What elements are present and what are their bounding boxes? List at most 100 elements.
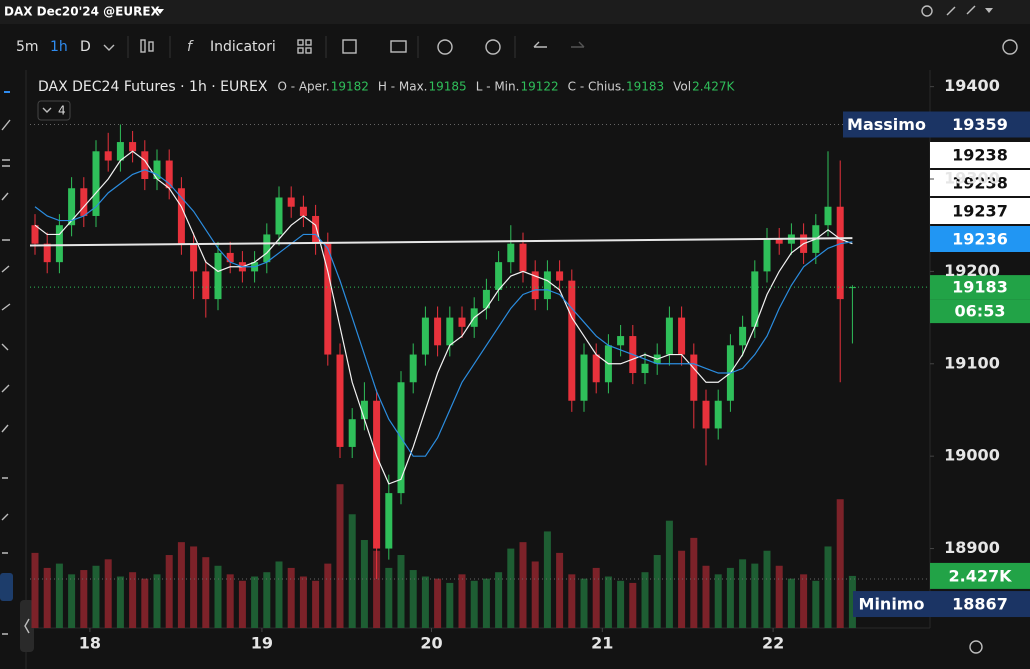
volume-bar	[299, 576, 307, 628]
interval-menu[interactable]	[103, 44, 115, 51]
volume-bar	[141, 578, 149, 628]
ma-value-box	[930, 170, 1030, 196]
min-value-box	[930, 591, 1030, 618]
candle-body	[336, 354, 344, 447]
volume-bar	[385, 567, 393, 628]
volume-bar	[763, 550, 771, 628]
bar-countdown: 06:53	[955, 302, 1006, 321]
volume-bar	[836, 499, 844, 628]
candle-body	[458, 317, 466, 327]
candle-body	[141, 151, 149, 180]
candle-body	[482, 289, 490, 309]
top-bar	[0, 0, 1030, 24]
interval-d[interactable]: D	[80, 39, 91, 55]
symbol-name[interactable]: DAX Dec20'24 @EUREX	[4, 5, 161, 19]
candle-body	[568, 280, 576, 401]
y-tick-label: 18900	[944, 538, 1000, 557]
ma-value: 19236	[952, 230, 1008, 249]
legend-label: Vol	[673, 80, 691, 94]
volume-bar	[165, 555, 173, 628]
legend-label: H - Max.	[378, 80, 428, 94]
volume-bar	[556, 552, 564, 628]
candle-body	[434, 317, 442, 346]
badge-arrow	[42, 107, 52, 113]
volume-bar	[373, 550, 381, 628]
candle-body	[617, 336, 625, 346]
moving-average	[34, 169, 853, 457]
candle-body	[312, 215, 320, 244]
badge-count: 4	[58, 104, 66, 118]
volume-bar	[665, 520, 673, 628]
legend-value: 19185	[429, 80, 467, 94]
volume-bar	[177, 542, 185, 628]
candle-body	[348, 419, 356, 447]
candle-body	[177, 188, 185, 244]
volume-bar	[543, 531, 551, 628]
svg-text:f: f	[187, 39, 194, 55]
volume-bar	[336, 484, 344, 628]
volume-bar	[482, 578, 490, 628]
candle-body	[556, 271, 564, 281]
y-tick-label: 19000	[944, 446, 1000, 465]
volume-bar	[68, 574, 76, 628]
volume-bar	[519, 542, 527, 628]
volume-bar	[458, 574, 466, 628]
candle-body	[214, 252, 222, 300]
y-tick-label: 19400	[944, 76, 1000, 95]
candle-body	[55, 225, 63, 263]
volume-bar	[604, 576, 612, 628]
volume-bar	[495, 572, 503, 628]
legend-label: L - Min.	[476, 80, 520, 94]
candle-body	[129, 142, 137, 152]
legend-value: 19182	[331, 80, 369, 94]
volume-bar	[702, 565, 710, 628]
ma-value: 19238	[952, 174, 1008, 193]
volume-bar	[714, 574, 722, 628]
plot-area	[30, 124, 930, 628]
candle-body	[836, 206, 844, 300]
y-tick-label: 19100	[944, 353, 1000, 372]
candle-body	[592, 354, 600, 383]
indicators-button[interactable]: Indicatori	[210, 39, 276, 55]
bar-countdown-box	[930, 299, 1030, 324]
toolbar-icons: f	[127, 36, 1018, 58]
legend-value: 19122	[520, 80, 558, 94]
candle-body	[385, 493, 393, 549]
candle-body	[519, 243, 527, 272]
candle-body	[763, 239, 771, 272]
ma-value-box	[930, 198, 1030, 224]
candle-body	[421, 317, 429, 355]
y-tick-label: 19200	[944, 261, 1000, 280]
volume-bar	[787, 578, 795, 628]
settings-icon[interactable]	[969, 640, 983, 654]
min-value: 18867	[952, 595, 1008, 614]
candle-body	[116, 142, 124, 161]
x-tick-label: 22	[762, 634, 784, 653]
volume-bar	[104, 559, 112, 628]
symbol-dropdown[interactable]	[156, 9, 164, 14]
candle-body	[202, 271, 210, 300]
left-toolbar	[0, 70, 34, 669]
volume-bar	[287, 567, 295, 628]
volume-bar	[31, 552, 39, 628]
volume-bar	[421, 576, 429, 628]
ma-value: 19238	[952, 146, 1008, 165]
candle-body	[775, 239, 783, 244]
y-tick-label: 19300	[944, 169, 1000, 188]
candle-body	[324, 243, 332, 355]
interval-1h[interactable]: 1h	[50, 39, 68, 55]
volume-bar	[690, 537, 698, 628]
volume-bar	[116, 576, 124, 628]
candle-body	[543, 271, 551, 300]
chart-title: DAX DEC24 Futures · 1h · EUREX	[38, 79, 268, 95]
interval-5m[interactable]: 5m	[16, 39, 39, 55]
volume-bar	[275, 561, 283, 628]
candle-body	[68, 188, 76, 226]
volume-bar	[190, 546, 198, 628]
candle-body	[495, 262, 503, 290]
volume-bar	[617, 580, 625, 628]
top-right-icons	[921, 5, 993, 17]
candle-body	[507, 243, 515, 263]
volume-bar	[80, 570, 88, 628]
legend-value: 19183	[626, 80, 664, 94]
